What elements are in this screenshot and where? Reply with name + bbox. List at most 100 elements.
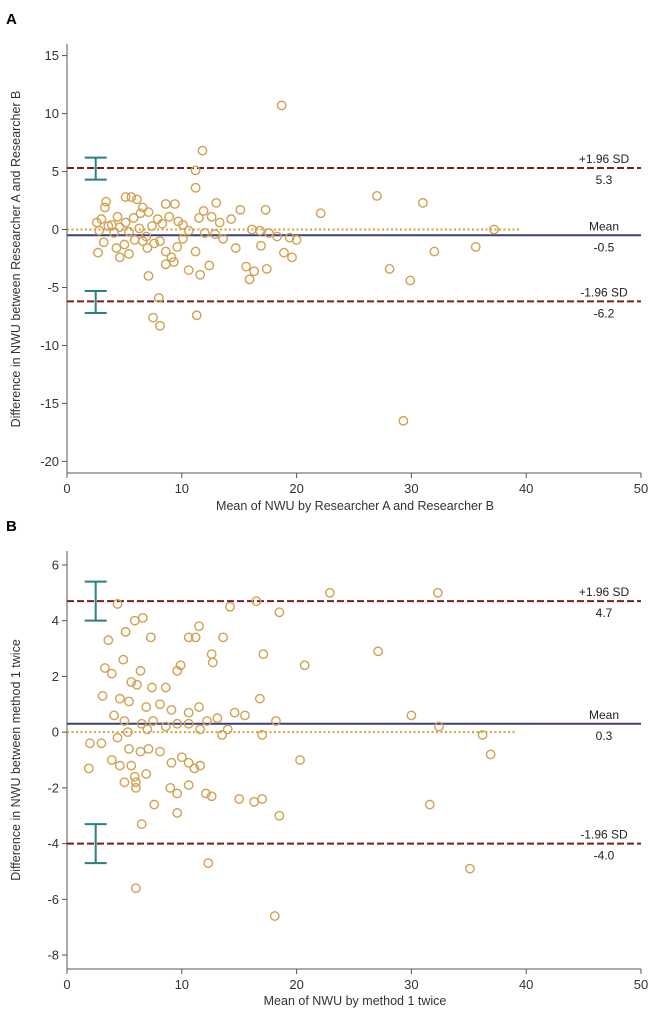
data-point xyxy=(128,213,139,223)
data-point xyxy=(109,228,119,238)
data-point xyxy=(106,755,117,765)
y-axis-label: Difference in NWU between method 1 twice xyxy=(9,639,23,881)
data-point xyxy=(112,599,123,609)
data-point xyxy=(129,615,140,626)
data-point xyxy=(485,749,496,760)
data-point xyxy=(284,232,295,243)
panel-b: B -8 -6 -4 -2 0 2 4 6 0 10 20 30 40 50 Mean of NWU by m… xyxy=(6,518,648,1008)
data-point xyxy=(172,808,183,818)
data-point xyxy=(207,657,218,668)
data-point xyxy=(141,769,152,779)
data-point xyxy=(172,788,183,799)
reference-line-value: 4.7 xyxy=(596,606,613,620)
data-point xyxy=(136,718,147,729)
data-point xyxy=(315,208,326,219)
data-point xyxy=(251,596,262,607)
data-point xyxy=(244,274,255,285)
data-point xyxy=(257,730,268,740)
data-point xyxy=(172,242,183,252)
data-point xyxy=(274,607,285,618)
data-point xyxy=(212,713,223,724)
data-point xyxy=(210,229,220,240)
data-point xyxy=(206,211,217,222)
data-point xyxy=(126,677,137,687)
data-point xyxy=(222,724,233,735)
x-tick-label: 30 xyxy=(404,977,418,992)
data-point xyxy=(194,621,204,632)
data-point xyxy=(384,264,395,274)
data-point xyxy=(142,243,153,253)
data-point xyxy=(256,240,266,251)
data-point xyxy=(489,224,499,235)
data-point xyxy=(287,252,297,263)
data-point xyxy=(165,782,176,793)
data-point xyxy=(143,270,154,281)
data-point xyxy=(111,243,122,253)
data-point xyxy=(132,194,142,205)
data-point xyxy=(183,757,194,768)
data-point xyxy=(257,794,268,804)
data-point xyxy=(143,743,154,754)
data-point xyxy=(176,752,187,763)
data-point xyxy=(155,236,165,247)
y-tick-label: 5 xyxy=(52,164,59,179)
data-point xyxy=(249,266,260,277)
data-point xyxy=(195,269,206,280)
data-point xyxy=(134,223,145,234)
data-point xyxy=(170,199,180,209)
data-point xyxy=(124,743,134,754)
data-point xyxy=(129,235,140,245)
x-axis-label: Mean of NWU by method 1 twice xyxy=(264,994,447,1008)
y-tick-label: 10 xyxy=(45,106,59,121)
data-point xyxy=(147,682,157,693)
data-point xyxy=(299,660,310,671)
y-tick-label: -20 xyxy=(40,454,59,469)
y-tick-label: 0 xyxy=(52,222,59,237)
data-point xyxy=(405,275,416,286)
data-point xyxy=(197,145,208,156)
data-point xyxy=(229,707,240,718)
data-point xyxy=(271,716,281,726)
data-point xyxy=(295,755,305,765)
data-point xyxy=(160,259,171,270)
reference-line-label: Mean xyxy=(589,219,619,233)
data-point xyxy=(190,632,201,643)
data-point xyxy=(424,799,435,810)
data-point xyxy=(120,192,131,202)
data-point xyxy=(190,165,201,176)
data-point xyxy=(114,252,125,263)
data-point xyxy=(249,796,260,807)
data-point xyxy=(206,649,217,660)
data-point xyxy=(96,738,107,749)
y-tick-label: -15 xyxy=(40,396,59,411)
reference-line-value: -4.0 xyxy=(594,849,615,863)
data-point xyxy=(122,727,133,738)
data-point xyxy=(235,204,246,215)
y-tick-label: 6 xyxy=(52,557,59,572)
reference-line-label: +1.96 SD xyxy=(579,152,630,166)
y-tick-label: -4 xyxy=(47,836,59,851)
data-point xyxy=(94,225,105,236)
data-point xyxy=(145,632,156,643)
data-point xyxy=(195,760,206,771)
x-tick-label: 10 xyxy=(175,481,189,496)
data-point xyxy=(168,257,179,267)
data-point xyxy=(194,213,204,223)
data-point xyxy=(178,233,188,244)
data-point xyxy=(429,246,440,257)
data-point xyxy=(477,730,488,740)
data-point xyxy=(324,587,335,598)
reference-line-label: +1.96 SD xyxy=(579,585,630,599)
data-point xyxy=(218,233,229,244)
data-point xyxy=(120,626,131,637)
data-point xyxy=(202,716,212,726)
x-tick-label: 30 xyxy=(404,481,418,496)
data-point xyxy=(136,819,147,829)
data-point xyxy=(191,310,202,321)
data-point xyxy=(114,222,125,233)
data-point xyxy=(465,863,475,874)
data-point xyxy=(398,415,409,426)
data-point xyxy=(119,716,130,726)
reference-line-value: -0.5 xyxy=(594,240,615,254)
data-point xyxy=(129,771,140,782)
